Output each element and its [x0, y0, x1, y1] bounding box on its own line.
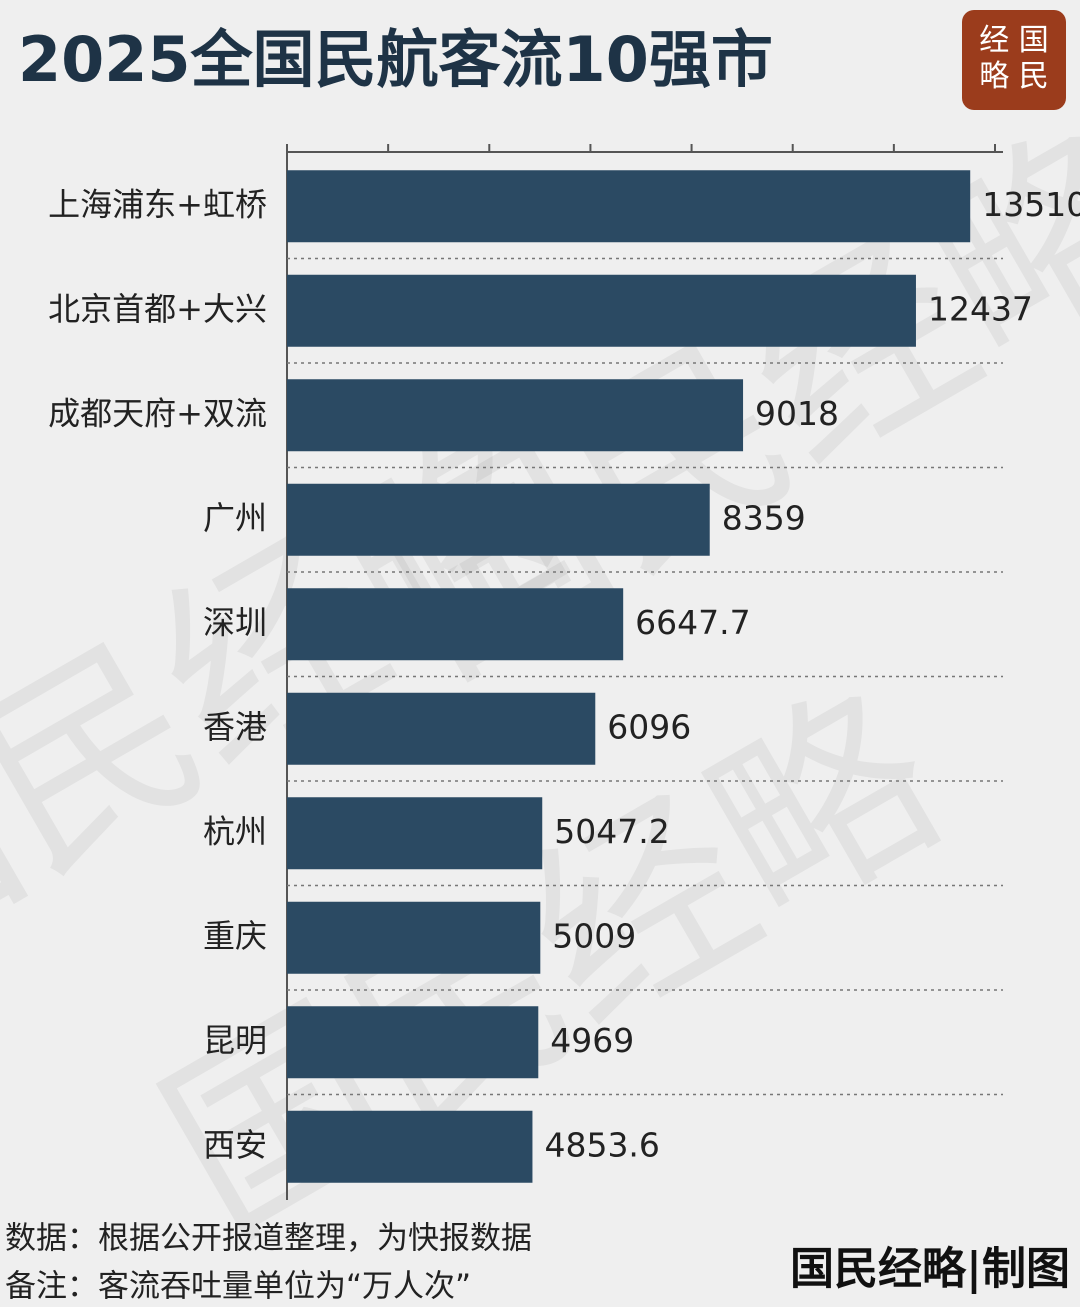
bar	[287, 797, 543, 870]
category-label: 香港	[203, 708, 267, 746]
value-label: 5047.2	[554, 812, 669, 851]
value-label: 9018	[755, 394, 839, 433]
category-label: 上海浦东+虹桥	[48, 185, 267, 223]
logo-text: 略 民	[979, 59, 1049, 94]
bar	[287, 1110, 533, 1183]
bar	[287, 1006, 539, 1079]
note: 数据：根据公开报道整理，为快报数据	[5, 1221, 532, 1257]
value-label: 12437	[928, 289, 1033, 328]
chart-title: 2025全国民航客流10强市	[18, 23, 773, 96]
category-label: 北京首都+大兴	[48, 290, 267, 328]
bar	[287, 901, 541, 974]
category-label: 昆明	[203, 1021, 267, 1059]
value-label: 4853.6	[544, 1125, 659, 1164]
category-label: 杭州	[203, 812, 267, 850]
bar	[287, 170, 971, 243]
category-label: 广州	[203, 499, 267, 537]
logo-box	[962, 10, 1066, 110]
logo-text: 经 国	[979, 23, 1049, 58]
value-label: 8359	[722, 498, 806, 537]
bar	[287, 483, 710, 556]
category-label: 西安	[203, 1126, 267, 1164]
bar	[287, 692, 596, 765]
value-label: 6096	[607, 707, 691, 746]
bar	[287, 588, 624, 661]
value-label: 5009	[552, 916, 636, 955]
value-label: 4969	[550, 1021, 634, 1060]
value-label: 13510	[982, 185, 1080, 224]
category-label: 深圳	[203, 603, 267, 641]
note: 备注：客流吞吐量单位为“万人次”	[5, 1269, 471, 1305]
value-label: 6647.7	[635, 603, 750, 642]
bar	[287, 274, 916, 347]
category-label: 重庆	[203, 917, 267, 955]
category-label: 成都天府+双流	[48, 394, 267, 432]
credit: 国民经略|制图	[790, 1244, 1070, 1295]
bar	[287, 379, 744, 452]
